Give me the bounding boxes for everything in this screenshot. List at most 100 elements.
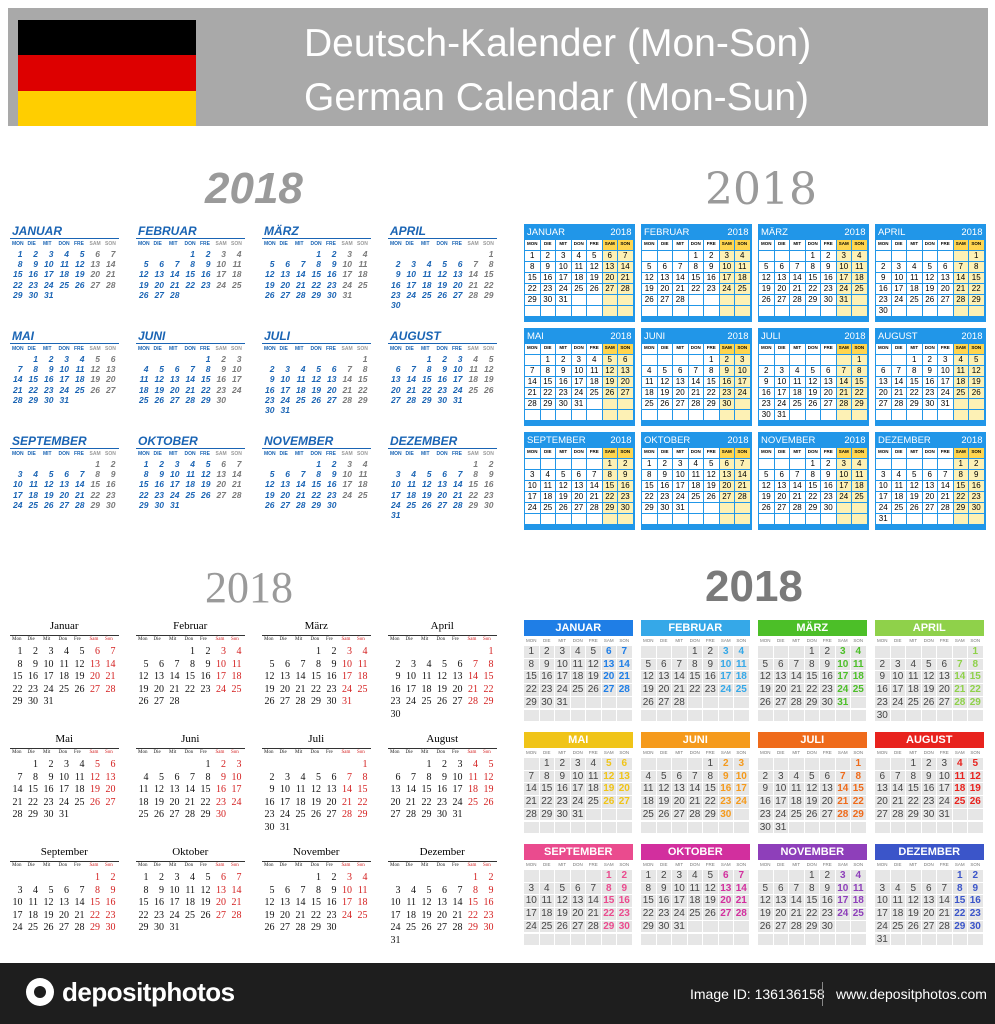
weekday-label: DIE xyxy=(542,862,551,867)
grid-cell xyxy=(758,671,773,684)
weekday-label: Mit xyxy=(421,637,429,642)
grid-cell xyxy=(735,470,750,480)
day-number: 16 xyxy=(620,481,630,490)
day-number: 22 xyxy=(704,796,716,808)
grid-cell xyxy=(852,388,867,398)
grid-cell xyxy=(525,344,540,354)
day-number: 11 xyxy=(572,658,583,670)
day-number: 31 xyxy=(43,696,54,707)
grid-cell xyxy=(804,895,819,908)
grid-cell xyxy=(601,895,616,908)
day-number: 13 xyxy=(437,479,447,490)
weekday-label: MIT xyxy=(558,862,567,867)
grid-cell xyxy=(836,448,851,458)
day-number: 27 xyxy=(453,289,463,300)
grid-cell xyxy=(820,870,835,882)
grid-cell xyxy=(673,470,688,480)
grid-cell xyxy=(570,770,585,783)
grid-cell xyxy=(852,377,867,387)
grid-cell xyxy=(969,514,984,524)
day-number: 27 xyxy=(878,399,888,408)
day-number: 30 xyxy=(390,708,401,720)
website-link[interactable]: www.depositphotos.com xyxy=(836,986,987,1002)
grid-cell xyxy=(805,492,820,502)
day-number: 17 xyxy=(839,273,849,282)
grid-cell xyxy=(602,514,617,524)
day-number: 24 xyxy=(169,909,180,921)
month-name: Dezember xyxy=(419,846,465,858)
grid-cell xyxy=(718,783,733,796)
day-number: 11 xyxy=(232,259,242,270)
day-number: 23 xyxy=(43,796,54,808)
day-number: 9 xyxy=(662,470,667,479)
grid-cell xyxy=(602,388,617,398)
month-name: MÄRZ xyxy=(761,227,788,238)
grid-cell xyxy=(656,696,671,709)
day-number: 24 xyxy=(892,696,904,708)
grid-cell xyxy=(953,503,968,513)
grid-cell xyxy=(938,273,953,283)
day-number: 17 xyxy=(775,796,787,808)
grid-cell xyxy=(937,758,952,770)
weekday-label: Mon xyxy=(390,750,400,755)
grid-cell xyxy=(641,783,656,796)
weekday-label: SON xyxy=(619,862,630,867)
month-name: MÄRZ xyxy=(264,224,299,238)
grid-cell xyxy=(672,895,687,908)
grid-cell xyxy=(556,284,571,294)
weekday-label: SON xyxy=(736,750,747,755)
day-number: 3 xyxy=(64,354,69,364)
grid-cell xyxy=(734,796,749,808)
day-number: 12 xyxy=(139,269,149,280)
grid-cell xyxy=(718,933,733,946)
grid-cell xyxy=(618,355,633,365)
grid-cell xyxy=(969,377,984,387)
month-name: AUGUST xyxy=(906,734,953,746)
grid-cell xyxy=(703,770,718,783)
grid-cell xyxy=(805,284,820,294)
grid-cell xyxy=(656,920,671,933)
grid-cell xyxy=(835,933,850,946)
grid-cell xyxy=(687,882,702,895)
month-name: OKTOBER xyxy=(644,435,691,446)
day-number: 7 xyxy=(623,251,628,260)
weekday-label: Don xyxy=(184,863,194,868)
day-number: 26 xyxy=(201,489,211,500)
day-number: 10 xyxy=(556,658,568,670)
day-number: 12 xyxy=(483,771,494,783)
grid-cell xyxy=(641,684,656,696)
grid-cell xyxy=(836,470,851,480)
grid-cell xyxy=(789,783,804,796)
grid-cell xyxy=(875,758,890,770)
month-name: MAI xyxy=(527,331,544,342)
grid-cell xyxy=(735,251,750,261)
day-number: 2 xyxy=(331,872,337,883)
grid-cell xyxy=(734,933,749,946)
day-number: 3 xyxy=(896,262,901,271)
day-number: 4 xyxy=(362,249,368,259)
grid-cell xyxy=(789,920,804,933)
grid-cell xyxy=(525,399,540,409)
day-number: 1 xyxy=(543,758,550,769)
weekday-label: MON xyxy=(526,638,537,643)
day-number: 20 xyxy=(216,897,226,908)
weekday-label: MON xyxy=(644,345,655,350)
grid-cell xyxy=(969,492,984,502)
grid-cell xyxy=(968,671,983,684)
grid-cell xyxy=(774,410,789,420)
month-block: August Mon Die Mit Don Fre Sam Son 1 2 3 4 5 6 7 8 9 10 11… xyxy=(388,733,497,846)
day-number: 7 xyxy=(590,882,597,894)
grid-cell xyxy=(641,821,656,834)
day-number: 23 xyxy=(821,684,833,696)
grid-cell xyxy=(968,646,983,658)
weekday-label: Son xyxy=(231,637,239,642)
day-number: 8 xyxy=(530,262,535,271)
day-number: 30 xyxy=(541,696,553,708)
day-number: 15 xyxy=(28,374,38,385)
day-number: 11 xyxy=(407,479,416,490)
day-number: 4 xyxy=(545,470,550,479)
grid-cell xyxy=(790,355,805,365)
day-number: 26 xyxy=(907,920,919,932)
day-number: 2 xyxy=(488,872,494,883)
grid-cell xyxy=(672,696,687,709)
